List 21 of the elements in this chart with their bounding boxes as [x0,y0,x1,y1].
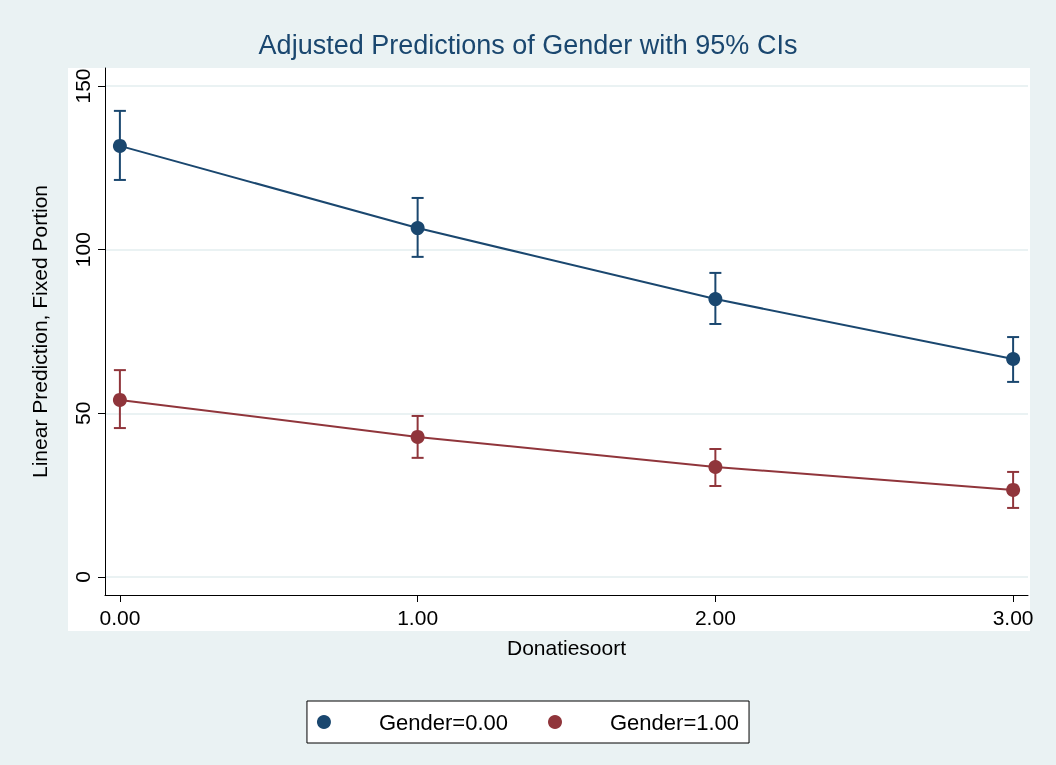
point [1006,482,1021,497]
x-tick-label: 2.00 [694,606,736,629]
legend-label: Gender=1.00 [610,709,740,735]
y-axis-title: Linear Prediction, Fixed Portion [28,185,51,478]
point [410,429,425,444]
point [112,392,127,407]
chart-title: Adjusted Predictions of Gender with 95% CIs [258,29,798,60]
point [1006,352,1021,366]
point [708,292,723,307]
y-tick-label: 150 [71,68,94,104]
point [410,221,425,236]
x-axis-title: Donatiesoort [506,636,627,659]
y-tick-label: 50 [71,401,94,426]
point [112,138,127,153]
x-tick-label: 1.00 [397,606,439,629]
y-tick-label: 0 [71,571,94,583]
point [708,460,723,475]
x-tick-label: 3.00 [992,606,1034,629]
x-tick-label: 0.00 [99,606,141,629]
y-tick-label: 100 [71,232,94,268]
legend-label: Gender=0.00 [378,709,508,735]
